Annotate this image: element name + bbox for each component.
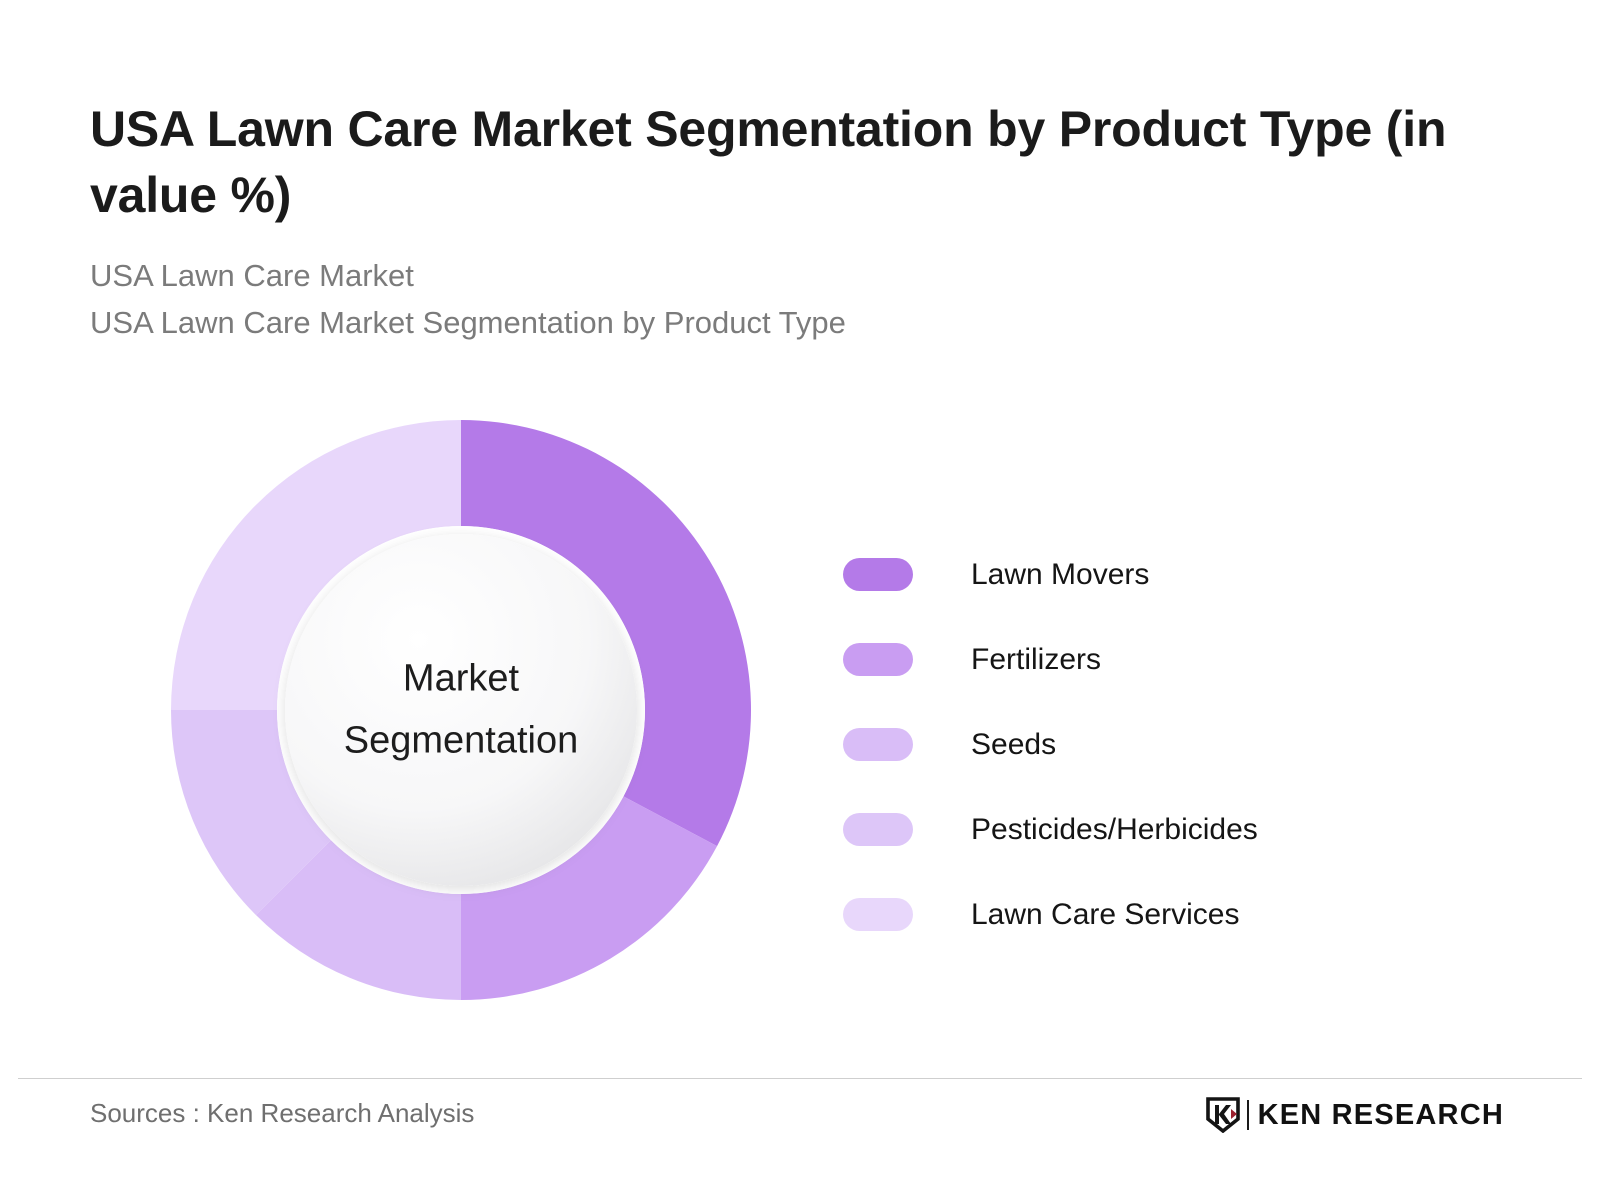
legend-swatch-icon xyxy=(843,813,913,846)
subtitle-block: USA Lawn Care Market USA Lawn Care Marke… xyxy=(90,252,1390,346)
legend-item-lawn-movers[interactable]: Lawn Movers xyxy=(843,532,1483,617)
footer-sources: Sources : Ken Research Analysis xyxy=(90,1098,475,1128)
legend-swatch-icon xyxy=(843,728,913,761)
donut-slices xyxy=(171,420,751,1000)
donut-slice-seeds[interactable] xyxy=(255,840,461,1000)
donut-slice-fertilizers[interactable] xyxy=(461,796,718,1000)
donut-hub xyxy=(285,534,637,886)
legend-item-seeds[interactable]: Seeds xyxy=(843,702,1483,787)
legend-label: Fertilizers xyxy=(971,642,1102,676)
footer-divider xyxy=(18,1078,1582,1079)
legend-swatch-icon xyxy=(843,898,913,931)
legend-swatch-icon xyxy=(843,643,913,676)
legend-swatch-icon xyxy=(843,558,913,591)
subtitle-line-1: USA Lawn Care Market xyxy=(90,258,414,293)
donut-slice-lawn-care-services[interactable] xyxy=(171,420,461,710)
donut-slice-lawn-movers[interactable] xyxy=(461,420,751,847)
legend-label: Seeds xyxy=(971,727,1057,761)
legend-item-fertilizers[interactable]: Fertilizers xyxy=(843,617,1483,702)
chart-area: Market Segmentation Lawn Movers Fertiliz… xyxy=(0,380,1600,1040)
donut-chart: Market Segmentation xyxy=(171,420,751,1000)
legend-item-lawn-care-services[interactable]: Lawn Care Services xyxy=(843,872,1483,957)
donut-svg xyxy=(171,420,751,1000)
chart-legend: Lawn Movers Fertilizers Seeds Pesticides… xyxy=(843,532,1483,957)
logo-wordmark: KEN RESEARCH xyxy=(1257,1098,1504,1131)
legend-label: Lawn Movers xyxy=(971,557,1150,591)
ken-research-logo: KEN RESEARCH xyxy=(1205,1096,1504,1134)
logo-divider xyxy=(1246,1100,1249,1130)
ken-research-shield-icon xyxy=(1205,1097,1240,1133)
page-title: USA Lawn Care Market Segmentation by Pro… xyxy=(90,100,1447,223)
legend-item-pesticides-herbicides[interactable]: Pesticides/Herbicides xyxy=(843,787,1483,872)
donut-slice-pesticides-herbicides[interactable] xyxy=(171,710,331,916)
legend-label: Lawn Care Services xyxy=(971,897,1240,931)
legend-label: Pesticides/Herbicides xyxy=(971,812,1258,846)
subtitle-line-2: USA Lawn Care Market Segmentation by Pro… xyxy=(90,305,846,341)
